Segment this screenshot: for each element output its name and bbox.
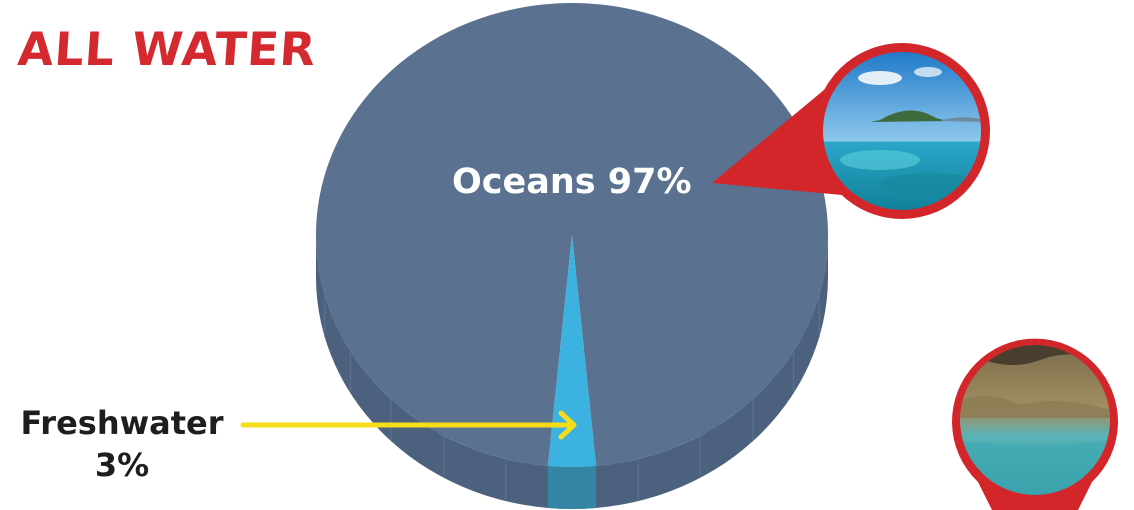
pie-side [316, 235, 828, 510]
oceans-callout [712, 43, 990, 219]
pie-slice-oceans [316, 2, 828, 466]
oceans-label: Oceans 97% [452, 162, 692, 202]
freshwater-arrow [240, 410, 577, 440]
freshwater-callout [952, 338, 1118, 510]
oceans-callout-pointer [712, 80, 842, 195]
freshwater-label-name: Freshwater [20, 404, 224, 442]
freshwater-label: Freshwater 3% [8, 402, 236, 486]
freshwater-label-value: 3% [94, 446, 150, 484]
pie-side-freshwater [547, 465, 597, 510]
pie-side-segment-lines [324, 295, 820, 502]
pie-slice-freshwater [547, 235, 597, 467]
